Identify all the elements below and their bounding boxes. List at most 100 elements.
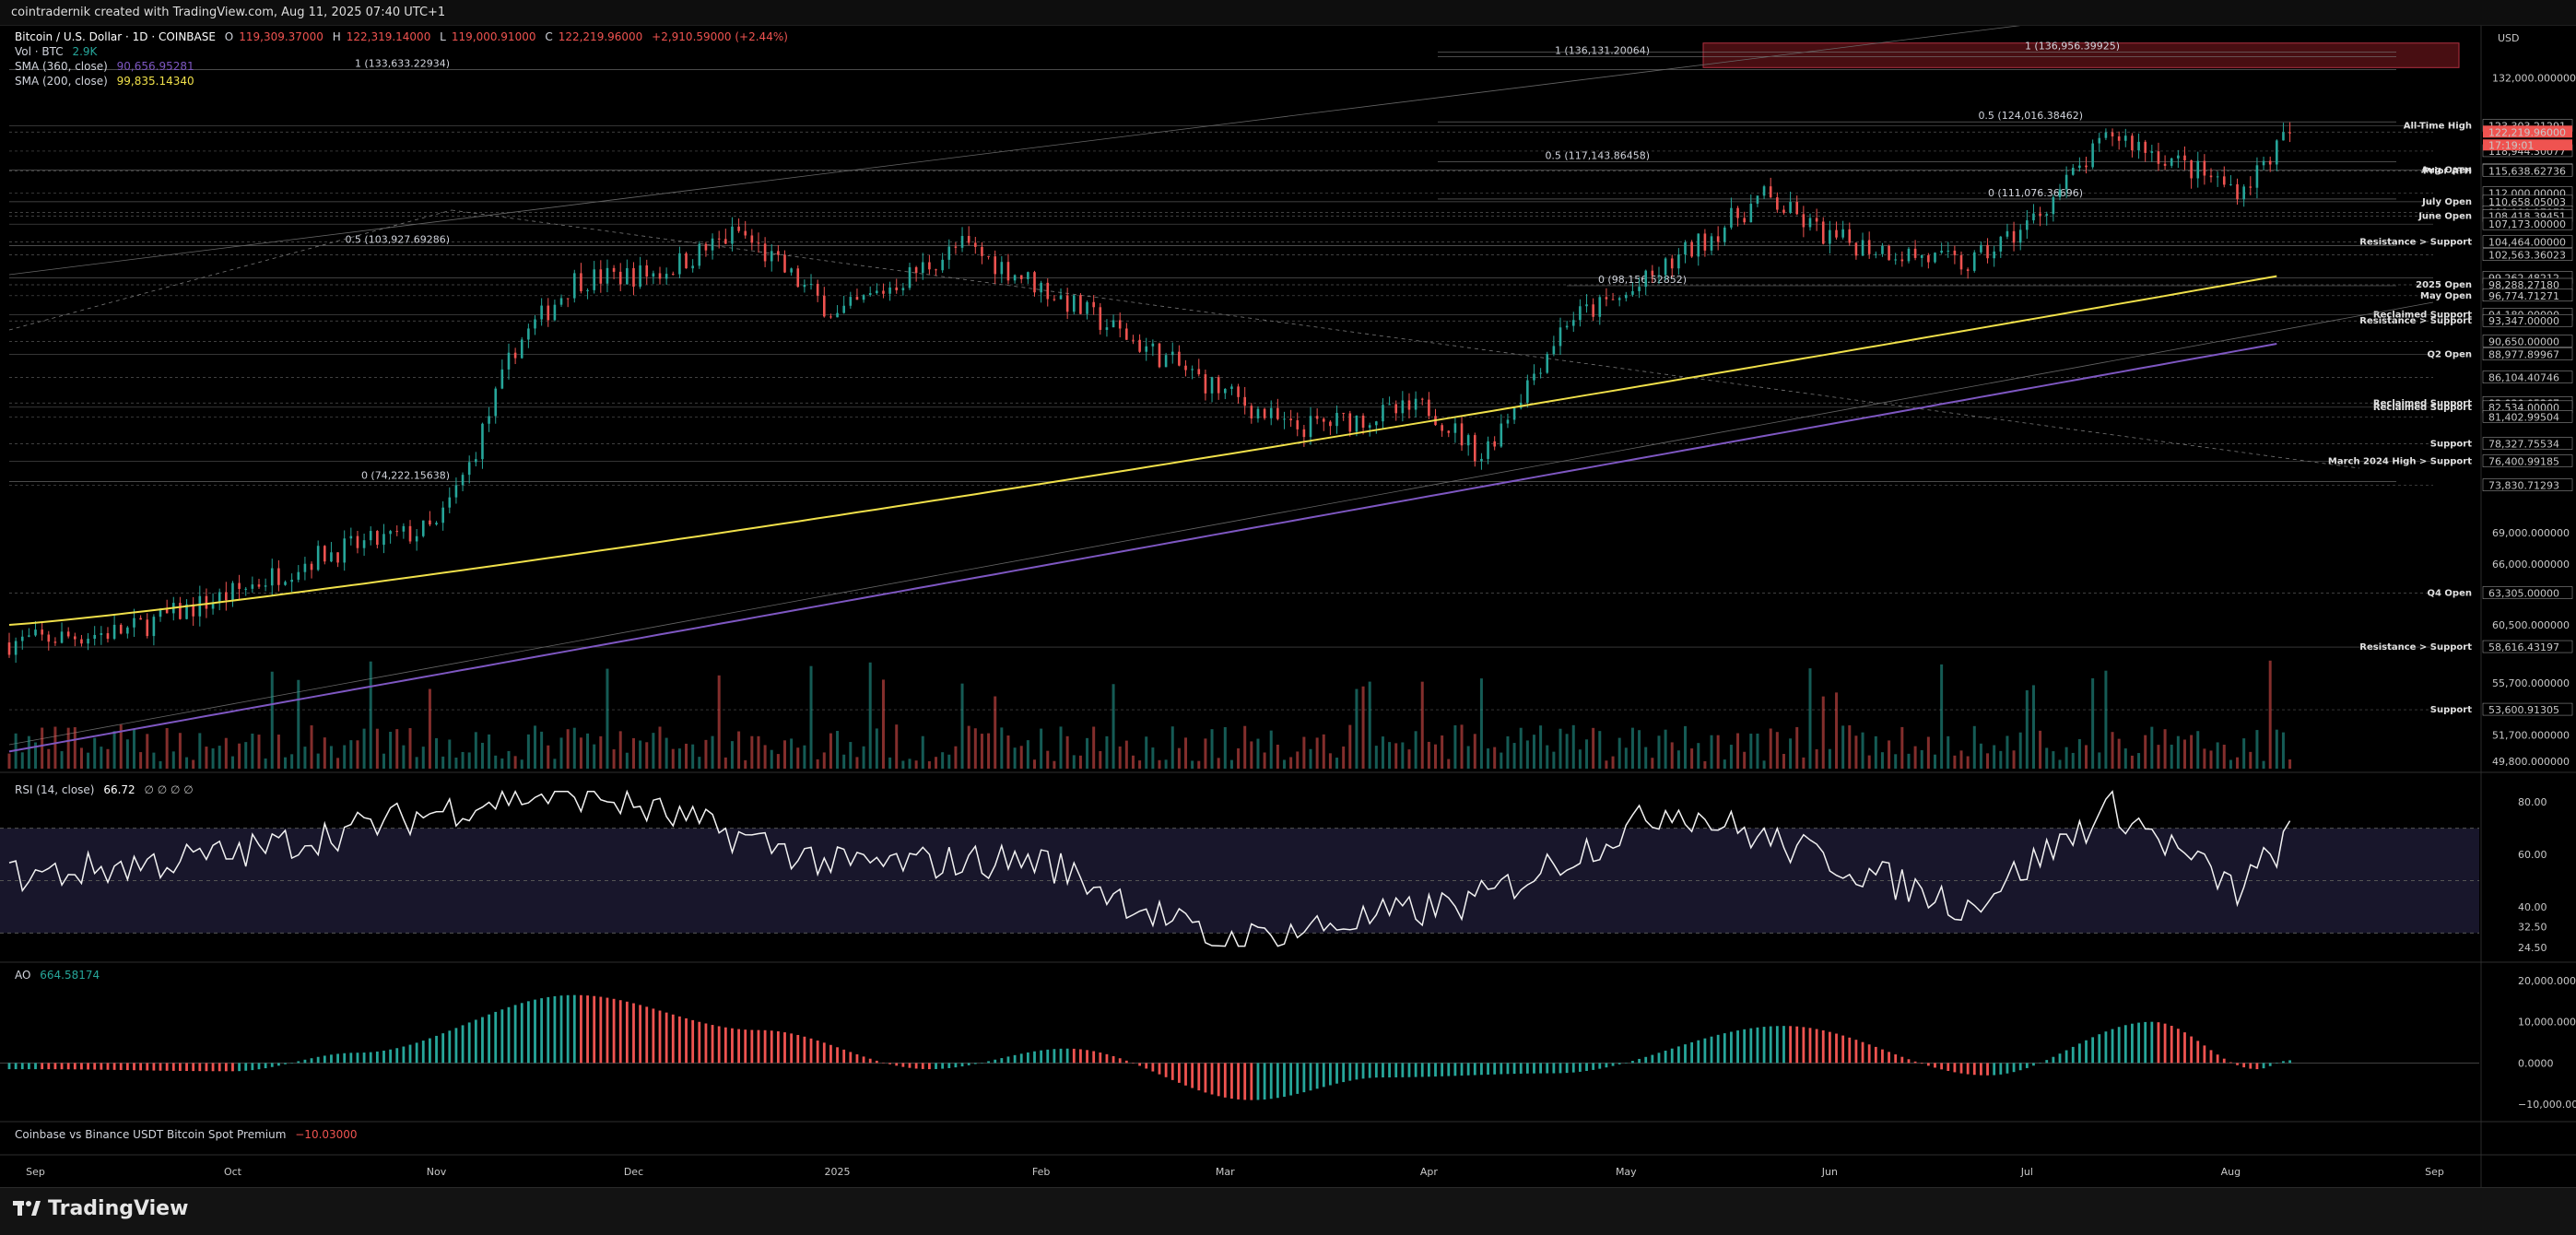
- candle[interactable]: [1762, 186, 1766, 196]
- candle[interactable]: [1480, 458, 1483, 462]
- candle[interactable]: [1867, 240, 1871, 254]
- candle[interactable]: [2229, 183, 2232, 185]
- candle[interactable]: [284, 582, 287, 585]
- candle[interactable]: [547, 305, 550, 321]
- candle[interactable]: [658, 273, 662, 279]
- candle[interactable]: [777, 251, 780, 255]
- candle[interactable]: [1046, 282, 1050, 300]
- candle[interactable]: [1388, 404, 1391, 406]
- candle[interactable]: [1164, 355, 1168, 368]
- candle[interactable]: [1723, 227, 1726, 242]
- candle[interactable]: [1789, 202, 1792, 213]
- candle[interactable]: [685, 253, 688, 269]
- candle[interactable]: [1598, 297, 1602, 317]
- candle[interactable]: [1099, 307, 1102, 330]
- candle[interactable]: [783, 254, 786, 273]
- candle[interactable]: [165, 609, 169, 614]
- candle[interactable]: [323, 546, 326, 562]
- candle[interactable]: [2071, 168, 2075, 175]
- candle[interactable]: [441, 507, 444, 523]
- candle[interactable]: [1368, 425, 1371, 429]
- candle[interactable]: [1980, 244, 1982, 253]
- candle[interactable]: [908, 266, 912, 288]
- candle[interactable]: [691, 265, 694, 269]
- candle[interactable]: [34, 629, 37, 636]
- candle[interactable]: [179, 603, 182, 619]
- candle[interactable]: [1756, 195, 1759, 205]
- candle[interactable]: [888, 287, 891, 294]
- candle[interactable]: [1894, 259, 1898, 261]
- candle[interactable]: [816, 284, 819, 296]
- candle[interactable]: [270, 568, 274, 586]
- candle[interactable]: [211, 602, 215, 609]
- candle[interactable]: [481, 423, 484, 460]
- candle[interactable]: [1875, 253, 1877, 255]
- candle[interactable]: [316, 546, 320, 570]
- candle[interactable]: [540, 305, 543, 320]
- candle[interactable]: [928, 262, 931, 270]
- candle[interactable]: [921, 262, 924, 274]
- candle[interactable]: [1453, 423, 1457, 433]
- candle[interactable]: [862, 295, 865, 300]
- candle[interactable]: [974, 242, 977, 247]
- candle[interactable]: [855, 297, 859, 300]
- candle[interactable]: [1329, 421, 1332, 427]
- candle[interactable]: [475, 459, 477, 463]
- candle[interactable]: [1907, 248, 1911, 262]
- candle[interactable]: [914, 266, 918, 274]
- candle[interactable]: [1132, 339, 1135, 341]
- candle[interactable]: [947, 246, 951, 260]
- candle[interactable]: [809, 284, 813, 286]
- candle[interactable]: [1243, 396, 1246, 406]
- candle[interactable]: [1966, 269, 1970, 271]
- candle[interactable]: [868, 293, 872, 296]
- candle[interactable]: [717, 238, 721, 240]
- candle[interactable]: [2124, 135, 2127, 141]
- candle[interactable]: [1881, 245, 1884, 254]
- candle[interactable]: [593, 269, 595, 290]
- candle[interactable]: [960, 236, 964, 248]
- candle[interactable]: [1230, 386, 1233, 389]
- candle[interactable]: [1420, 398, 1424, 400]
- candle[interactable]: [461, 475, 465, 486]
- candle[interactable]: [1407, 400, 1411, 410]
- candle[interactable]: [580, 273, 582, 292]
- candle[interactable]: [895, 287, 899, 290]
- candle[interactable]: [1204, 374, 1207, 394]
- candle[interactable]: [2222, 176, 2226, 185]
- candle[interactable]: [1401, 400, 1405, 414]
- candle[interactable]: [1473, 435, 1476, 462]
- candle[interactable]: [665, 274, 668, 279]
- candle[interactable]: [606, 267, 609, 284]
- candle[interactable]: [1730, 207, 1733, 228]
- candle[interactable]: [152, 617, 156, 637]
- candle[interactable]: [842, 305, 845, 313]
- candle[interactable]: [572, 273, 576, 299]
- candle[interactable]: [599, 269, 603, 284]
- candle[interactable]: [1920, 254, 1923, 258]
- candle[interactable]: [566, 298, 570, 300]
- candle[interactable]: [704, 243, 708, 251]
- candle[interactable]: [362, 540, 366, 548]
- candle[interactable]: [2137, 141, 2140, 151]
- candle[interactable]: [1382, 405, 1384, 422]
- ao-label[interactable]: AO: [15, 969, 31, 982]
- candle[interactable]: [770, 251, 773, 262]
- candle[interactable]: [1848, 229, 1852, 243]
- candle[interactable]: [1105, 327, 1109, 330]
- candle[interactable]: [343, 538, 346, 563]
- candle[interactable]: [1447, 430, 1451, 433]
- candle[interactable]: [251, 584, 254, 589]
- candle[interactable]: [1670, 258, 1674, 269]
- candle[interactable]: [941, 259, 944, 271]
- candle[interactable]: [159, 609, 162, 618]
- candle[interactable]: [790, 268, 793, 273]
- candle[interactable]: [1526, 380, 1529, 403]
- candle[interactable]: [500, 369, 504, 389]
- candle[interactable]: [652, 273, 655, 277]
- candle[interactable]: [2216, 176, 2219, 178]
- candle[interactable]: [2131, 135, 2134, 151]
- candle[interactable]: [2150, 151, 2154, 153]
- candle[interactable]: [126, 627, 129, 634]
- candle[interactable]: [1019, 275, 1023, 279]
